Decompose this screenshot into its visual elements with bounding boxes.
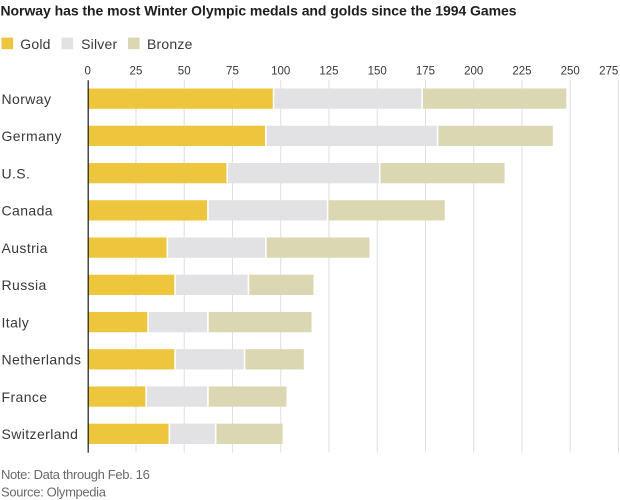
svg-text:75: 75: [226, 66, 239, 78]
svg-text:275: 275: [599, 66, 618, 78]
svg-text:Norway: Norway: [2, 91, 52, 107]
svg-text:150: 150: [368, 66, 387, 78]
svg-text:Bronze: Bronze: [147, 36, 193, 52]
svg-text:Norway has the most Winter Oly: Norway has the most Winter Olympic medal…: [1, 3, 517, 19]
svg-text:Silver: Silver: [81, 36, 117, 52]
svg-text:225: 225: [512, 66, 531, 78]
svg-text:Canada: Canada: [2, 203, 53, 219]
svg-text:Gold: Gold: [20, 36, 50, 52]
svg-text:Russia: Russia: [2, 277, 47, 293]
svg-text:Note: Data through Feb. 16: Note: Data through Feb. 16: [1, 467, 150, 482]
svg-text:50: 50: [178, 66, 191, 78]
svg-text:250: 250: [561, 66, 580, 78]
svg-text:125: 125: [319, 66, 338, 78]
svg-text:175: 175: [416, 66, 435, 78]
svg-text:Source: Olympedia: Source: Olympedia: [1, 484, 107, 499]
svg-text:Italy: Italy: [2, 314, 30, 330]
svg-text:Switzerland: Switzerland: [2, 426, 79, 442]
svg-text:Netherlands: Netherlands: [2, 352, 82, 368]
svg-text:25: 25: [130, 66, 143, 78]
svg-text:Austria: Austria: [2, 240, 48, 256]
svg-text:Germany: Germany: [2, 128, 62, 144]
svg-text:France: France: [2, 389, 48, 405]
svg-text:U.S.: U.S.: [2, 165, 31, 181]
svg-text:0: 0: [84, 66, 90, 78]
svg-text:100: 100: [271, 66, 290, 78]
svg-text:200: 200: [464, 66, 483, 78]
